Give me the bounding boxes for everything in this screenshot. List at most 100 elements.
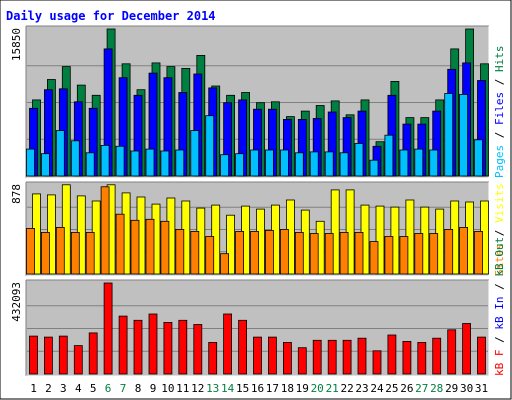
x-tick-label-day-18: 18 <box>281 382 294 395</box>
x-tick-label-day-10: 10 <box>161 382 174 395</box>
bar-pages-day-24 <box>369 159 379 177</box>
x-tick-label-day-9: 9 <box>150 382 157 395</box>
bar-pages-day-13 <box>205 115 215 177</box>
bar-pages-day-31 <box>474 139 483 177</box>
bar-pages-day-3 <box>55 130 65 177</box>
bar-pages-day-28 <box>429 149 439 177</box>
bar-pages-day-20 <box>309 151 319 177</box>
bar-pages-day-10 <box>160 150 170 177</box>
bar-pages-day-25 <box>384 134 394 177</box>
bar-kb-f-day-21 <box>327 339 337 375</box>
x-tick-label-day-12: 12 <box>191 382 204 395</box>
bar-kb-f-day-13 <box>208 341 218 375</box>
bar-sites-day-23 <box>354 231 364 275</box>
bar-pages-day-26 <box>399 149 409 177</box>
bar-kb-f-day-24 <box>372 350 382 375</box>
x-tick-label-day-22: 22 <box>340 382 353 395</box>
x-tick-label-day-17: 17 <box>266 382 279 395</box>
bar-sites-day-5 <box>85 231 95 275</box>
bar-sites-day-27 <box>414 233 424 275</box>
bar-sites-day-30 <box>459 226 469 275</box>
x-tick-label-day-7: 7 <box>120 382 127 395</box>
bar-kb-f-day-2 <box>44 336 53 375</box>
bar-pages-day-4 <box>70 140 80 177</box>
x-tick-label-day-8: 8 <box>135 382 142 395</box>
panel-3-legend: kB F / kB In / kB Out <box>493 237 506 376</box>
bar-visits-day-14 <box>226 214 236 275</box>
panel-1-legend: Pages / Files / Hits <box>493 46 506 179</box>
bar-sites-day-4 <box>70 231 80 275</box>
bar-kb-f-day-27 <box>417 341 427 375</box>
x-tick-label-day-25: 25 <box>385 382 398 395</box>
x-tick-label-day-28: 28 <box>430 382 443 395</box>
bar-sites-day-19 <box>294 231 304 275</box>
panel-1-max-label: 15850 <box>10 28 23 61</box>
bar-kb-f-day-15 <box>238 319 248 375</box>
bar-sites-day-7 <box>115 213 125 275</box>
bar-kb-f-day-11 <box>178 319 188 375</box>
bar-sites-day-11 <box>175 228 185 275</box>
bar-kb-f-day-12 <box>193 324 203 375</box>
bar-pages-day-8 <box>130 150 140 177</box>
bar-kb-f-day-16 <box>253 336 262 375</box>
bar-sites-day-29 <box>444 228 454 275</box>
bar-pages-day-1 <box>26 148 35 177</box>
bar-pages-day-27 <box>414 148 424 177</box>
bar-sites-day-15 <box>235 230 245 275</box>
bar-pages-day-17 <box>264 149 274 177</box>
panel-3-legend-part-5: kB Out <box>493 237 506 277</box>
bar-pages-day-12 <box>190 130 200 177</box>
bar-pages-day-18 <box>279 149 289 177</box>
x-tick-label-day-16: 16 <box>251 382 264 395</box>
bar-kb-f-day-22 <box>342 339 352 375</box>
bar-sites-day-14 <box>220 253 230 275</box>
panel-3-legend-part-3: kB In <box>493 297 506 330</box>
panel-2-legend-part-3: Visits <box>493 183 506 223</box>
bar-sites-day-10 <box>160 220 170 275</box>
panel-1-legend-part-4: / <box>493 72 506 92</box>
bar-sites-day-22 <box>339 231 349 275</box>
bar-sites-day-18 <box>279 228 289 275</box>
bar-kb-f-day-5 <box>88 332 98 375</box>
x-tick-label-day-13: 13 <box>206 382 219 395</box>
bar-pages-day-22 <box>339 152 349 177</box>
chart-title: Daily usage for December 2014 <box>6 9 216 23</box>
bar-pages-day-14 <box>220 154 230 177</box>
bar-pages-day-29 <box>444 93 454 177</box>
x-tick-label-day-24: 24 <box>370 382 384 395</box>
bar-sites-day-2 <box>41 231 50 275</box>
x-tick-label-day-21: 21 <box>326 382 339 395</box>
bar-kb-f-day-19 <box>297 347 307 375</box>
bar-kb-f-day-26 <box>402 340 412 375</box>
bar-pages-day-16 <box>250 149 259 177</box>
bar-sites-day-6 <box>100 186 110 275</box>
bar-pages-day-5 <box>85 152 95 177</box>
x-tick-label-day-4: 4 <box>75 382 82 395</box>
x-tick-label-day-1: 1 <box>30 382 37 395</box>
bar-sites-day-28 <box>429 233 439 275</box>
bar-sites-day-8 <box>130 219 140 275</box>
bar-sites-day-3 <box>55 226 65 275</box>
x-tick-label-day-2: 2 <box>45 382 52 395</box>
panel-2-legend-part-2: / <box>493 223 506 243</box>
x-tick-label-day-20: 20 <box>311 382 324 395</box>
x-tick-label-day-27: 27 <box>415 382 428 395</box>
bar-kb-f-day-3 <box>58 335 68 375</box>
panel-3-legend-part-4: / <box>493 277 506 297</box>
bar-sites-day-25 <box>384 236 394 275</box>
panel-2-max-label: 878 <box>10 184 23 204</box>
panel-1-legend-part-5: Hits <box>493 46 506 73</box>
panel-1-legend-part-2: / <box>493 125 506 145</box>
bar-visits-day-22 <box>345 189 355 275</box>
panel-3-max-label: 432093 <box>10 282 23 322</box>
bar-kb-f-day-1 <box>29 335 38 375</box>
bar-kb-f-day-10 <box>163 321 173 375</box>
bar-pages-day-2 <box>41 153 50 177</box>
bar-pages-day-9 <box>145 148 155 177</box>
bar-pages-day-15 <box>235 153 245 177</box>
x-tick-label-day-5: 5 <box>90 382 97 395</box>
bar-sites-day-9 <box>145 218 155 275</box>
panel-1-legend-part-3: Files <box>493 92 506 125</box>
